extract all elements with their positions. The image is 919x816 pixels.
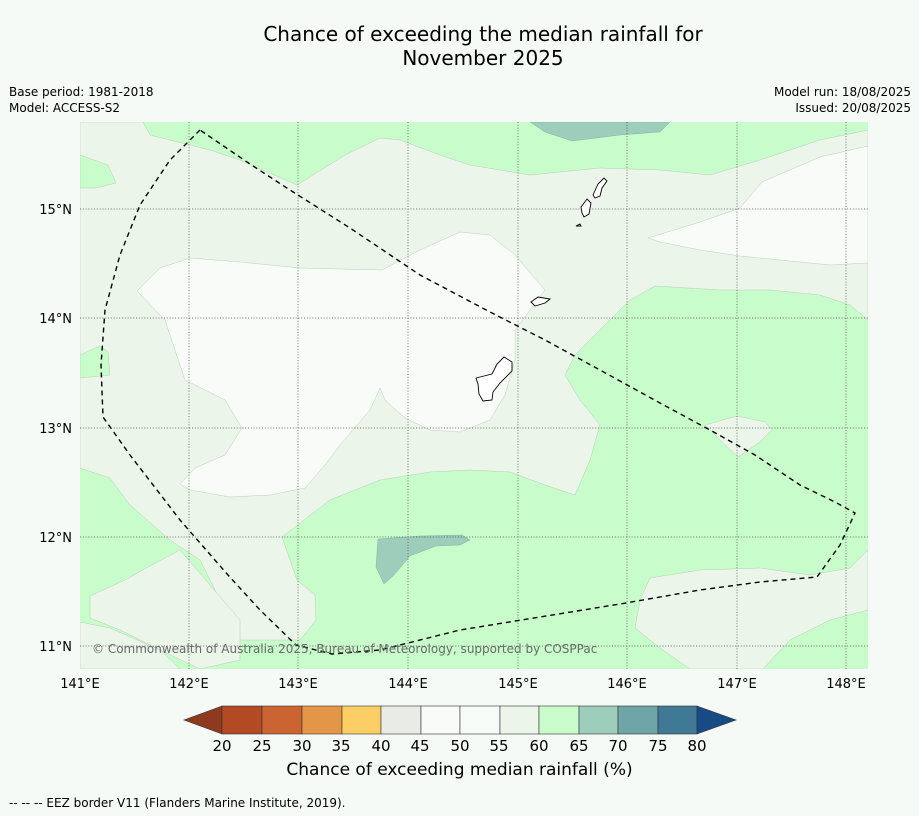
map-figure: © Commonwealth of Australia 2025, Bureau…: [39, 122, 868, 755]
model-name: Model: ACCESS-S2: [9, 101, 121, 115]
colorbar-tick: 25: [252, 737, 271, 755]
colorbar: [183, 705, 737, 735]
colorbar-bin-75-80: [657, 705, 698, 735]
island-guam: [475, 356, 513, 402]
title-line-1: Chance of exceeding the median rainfall …: [263, 22, 703, 46]
lon-labels: 141°E 142°E 143°E 144°E 145°E 146°E 147°…: [60, 677, 866, 692]
colorbar-tick: 30: [292, 737, 311, 755]
lon-label-143: 143°E: [278, 677, 318, 692]
colorbar-bin-50-55: [459, 705, 501, 735]
base-period: Base period: 1981-2018: [9, 85, 154, 99]
colorbar-tick: 80: [687, 737, 706, 755]
colorbar-bin-60-65: [538, 705, 580, 735]
colorbar-tick: 55: [489, 737, 508, 755]
issued-date: Issued: 20/08/2025: [795, 101, 911, 115]
lat-label-12: 12°N: [39, 531, 72, 546]
rainfall-band-60-65-west-2: [80, 345, 111, 379]
lat-labels: 15°N 14°N 13°N 12°N 11°N: [39, 203, 72, 655]
meta-right: Model run: 18/08/2025 Issued: 20/08/2025: [774, 84, 911, 116]
colorbar-title: Chance of exceeding median rainfall (%): [286, 760, 633, 780]
chart-title: Chance of exceeding the median rainfall …: [0, 22, 919, 70]
colorbar-bin-25-30: [261, 705, 303, 735]
lat-label-15: 15°N: [39, 203, 72, 218]
island-aguijan: [575, 223, 582, 227]
colorbar-tick: 75: [648, 737, 667, 755]
colorbar-bin-70-75: [617, 705, 659, 735]
lat-label-11: 11°N: [39, 640, 72, 655]
rainfall-band-55-60-southeast: [634, 549, 868, 669]
colorbar-ticks: 20 25 30 35 40 45 50 55 60 65 70 75 80: [212, 737, 706, 755]
colorbar-tick: 65: [569, 737, 588, 755]
colorbar-bin-55-60: [499, 705, 540, 735]
lon-label-144: 144°E: [388, 677, 428, 692]
colorbar-tick: 35: [331, 737, 350, 755]
eez-footnote: -- -- -- EEZ border V11 (Flanders Marine…: [9, 796, 346, 810]
colorbar-extend-low: [183, 705, 223, 735]
colorbar-tick: 40: [371, 737, 390, 755]
island-rota: [530, 296, 552, 307]
island-outlines: [475, 177, 608, 402]
rainfall-band-50-55-northeast: [647, 145, 868, 266]
lon-label-145: 145°E: [498, 677, 538, 692]
rainfall-band-55-60-east: [704, 415, 773, 458]
colorbar-bin-40-45: [380, 705, 422, 735]
meta-left: Base period: 1981-2018 Model: ACCESS-S2: [9, 84, 154, 116]
colorbar-bin-20-25: [221, 705, 263, 735]
map-plot-area: © Commonwealth of Australia 2025, Bureau…: [80, 122, 868, 669]
colorbar-bin-35-40: [341, 705, 382, 735]
lon-label-142: 142°E: [169, 677, 209, 692]
colorbar-extend-high: [696, 705, 737, 735]
copyright-text: © Commonwealth of Australia 2025, Bureau…: [92, 642, 597, 656]
colorbar-tick: 70: [608, 737, 627, 755]
lon-label-146: 146°E: [607, 677, 647, 692]
model-run: Model run: 18/08/2025: [773, 85, 911, 99]
lat-label-13: 13°N: [39, 422, 72, 437]
colorbar-tick: 60: [529, 737, 548, 755]
lon-label-148: 148°E: [826, 677, 866, 692]
title-line-2: November 2025: [402, 46, 564, 70]
lon-label-147: 147°E: [717, 677, 757, 692]
rainfall-band-65-70-north: [529, 122, 671, 142]
lon-label-141: 141°E: [60, 677, 100, 692]
colorbar-tick: 45: [410, 737, 429, 755]
lat-label-14: 14°N: [39, 312, 72, 327]
rainfall-band-60-65-west: [80, 154, 117, 189]
rainfall-band-65-70-south: [375, 534, 471, 585]
colorbar-bin-30-35: [301, 705, 343, 735]
rainfall-band-55-60-southwest: [80, 549, 241, 669]
island-tinian: [580, 198, 592, 218]
island-saipan: [592, 177, 608, 199]
colorbar-tick: 50: [450, 737, 469, 755]
eez-border: [100, 129, 856, 655]
colorbar-bin-45-50: [420, 705, 461, 735]
rainfall-band-50-55: [136, 231, 546, 498]
colorbar-bin-65-70: [578, 705, 619, 735]
colorbar-tick: 20: [212, 737, 231, 755]
